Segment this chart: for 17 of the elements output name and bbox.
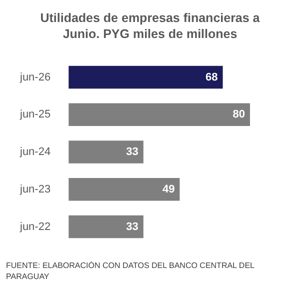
data-label: 33 [126,220,138,233]
bar [68,103,250,126]
y-tick-label: jun-24 [19,146,51,158]
bar [68,140,144,164]
bar [68,66,223,89]
bar [68,215,144,238]
y-tick-label: jun-22 [19,220,51,233]
y-tick-label: jun-23 [19,183,51,196]
data-label: 33 [126,146,138,158]
data-label: 68 [206,71,218,84]
data-label: 80 [232,108,245,121]
source-note: FUENTE: ELABORACIÓN CON DATOS DEL BANCO CENTRAL DEL PARAGUAY [6,260,256,282]
y-tick-label: jun-26 [19,71,51,84]
chart-title: Utilidades de empresas financieras a Junio. PYG miles de millones [39,10,261,42]
data-label: 49 [162,183,175,196]
bar [68,178,180,201]
y-tick-label: jun-25 [19,108,51,121]
